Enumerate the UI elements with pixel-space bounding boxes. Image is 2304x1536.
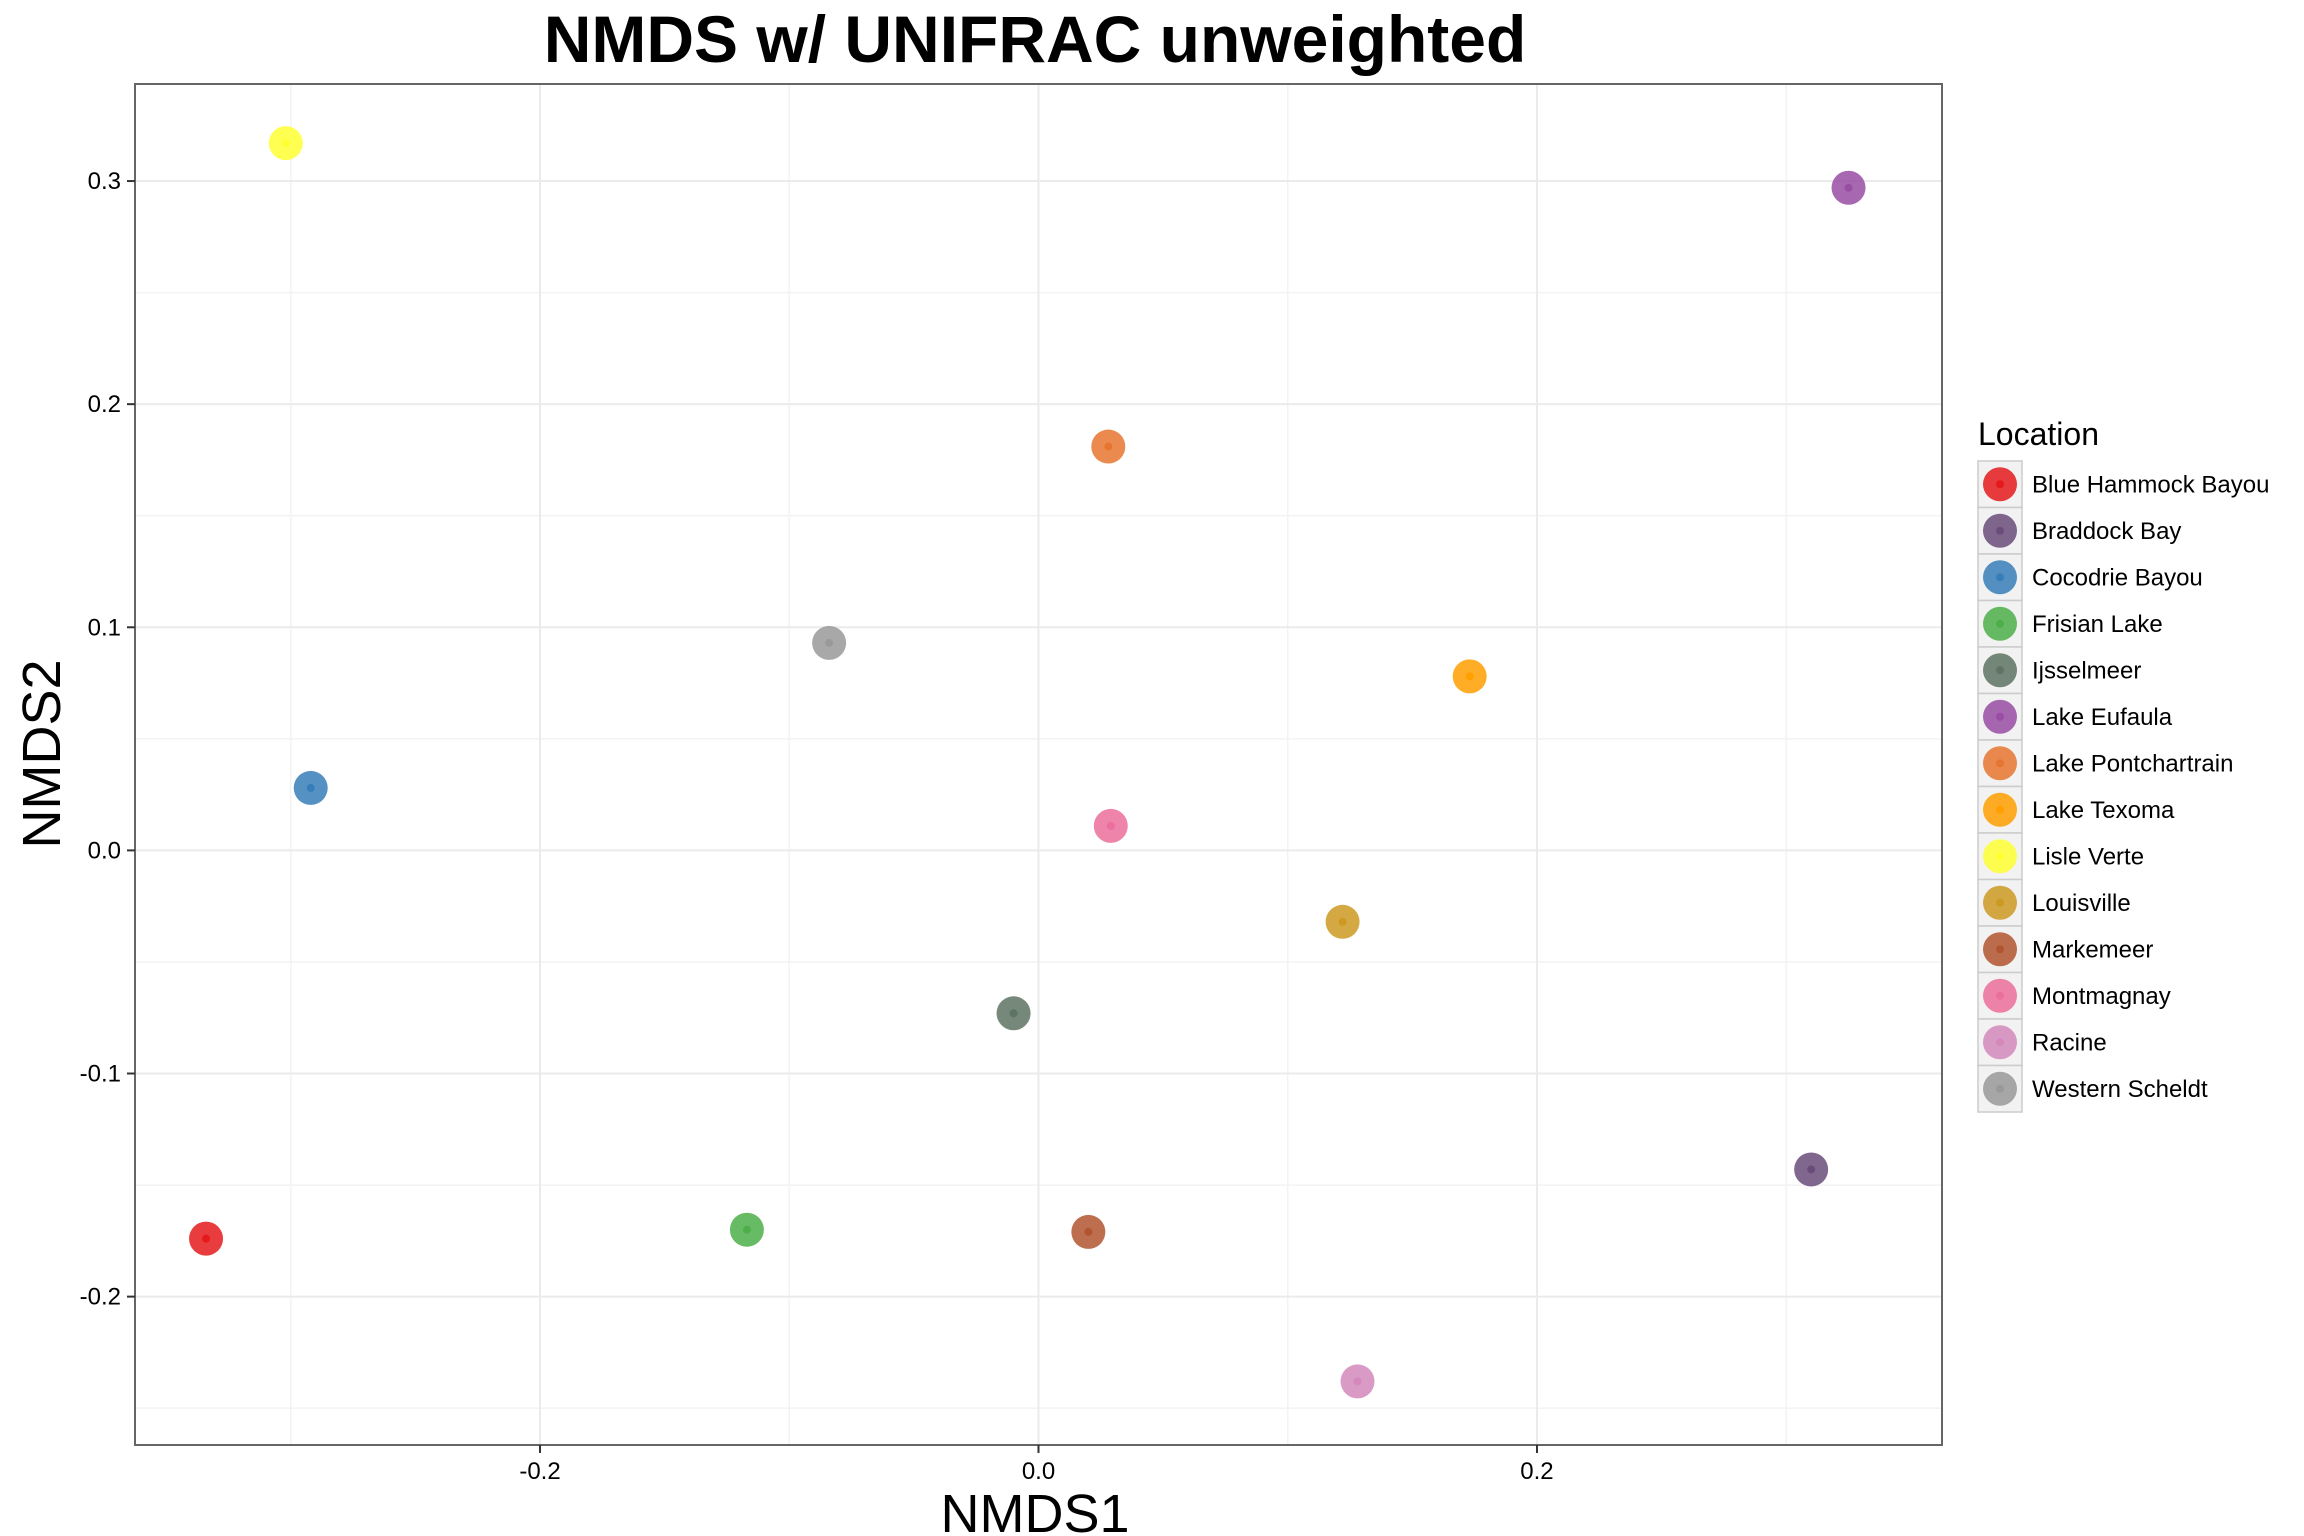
legend-label: Ijsselmeer [2032, 657, 2141, 684]
y-tick-label: 0.2 [88, 391, 121, 418]
y-tick-label: -0.1 [80, 1061, 121, 1088]
legend-label: Lake Pontchartrain [2032, 750, 2233, 777]
data-point [812, 625, 847, 660]
legend-title: Location [1978, 416, 2099, 452]
legend-item: Frisian Lake [1977, 599, 2163, 648]
legend-label: Lake Eufaula [2032, 704, 2173, 731]
legend-label: Racine [2032, 1029, 2107, 1056]
data-point [1831, 170, 1866, 205]
x-axis-title: NMDS1 [940, 1484, 1129, 1536]
legend-label: Cocodrie Bayou [2032, 564, 2203, 591]
data-point [1452, 659, 1487, 694]
x-tick-label: -0.2 [519, 1458, 560, 1485]
legend-label: Montmagnay [2032, 983, 2171, 1010]
legend-item: Lake Eufaula [1977, 692, 2173, 741]
data-point [1325, 904, 1360, 939]
legend-item: Montmagnay [1977, 971, 2171, 1020]
grid [135, 84, 1942, 1445]
legend-label: Lisle Verte [2032, 843, 2144, 870]
data-point [1071, 1214, 1106, 1249]
legend-item: Racine [1977, 1018, 2107, 1067]
legend-label: Lake Texoma [2032, 797, 2175, 824]
y-tick-label: -0.2 [80, 1284, 121, 1311]
legend: Location Blue Hammock Bayou Braddock Bay C… [1977, 416, 2269, 1113]
legend-item: Lake Texoma [1977, 785, 2175, 834]
legend-label: Western Scheldt [2032, 1076, 2208, 1103]
x-tick-label: 0.2 [1520, 1458, 1553, 1485]
data-point [189, 1221, 224, 1256]
legend-label: Braddock Bay [2032, 518, 2181, 545]
data-point [729, 1212, 764, 1247]
points [189, 126, 1866, 1399]
legend-item: Ijsselmeer [1977, 646, 2141, 695]
data-point [1794, 1152, 1829, 1187]
legend-label: Frisian Lake [2032, 611, 2163, 638]
x-tick-label: 0.0 [1022, 1458, 1055, 1485]
y-tick-label: 0.1 [88, 614, 121, 641]
y-tick-label: 0.0 [88, 837, 121, 864]
legend-item: Markemeer [1977, 925, 2153, 974]
data-point [1091, 429, 1126, 464]
legend-item: Lake Pontchartrain [1977, 739, 2233, 788]
legend-item: Western Scheldt [1977, 1064, 2208, 1113]
legend-item: Braddock Bay [1977, 506, 2181, 555]
legend-label: Blue Hammock Bayou [2032, 471, 2269, 498]
legend-item: Louisville [1977, 878, 2131, 927]
legend-item: Blue Hammock Bayou [1977, 460, 2269, 509]
chart-title: NMDS w/ UNIFRAC unweighted [544, 2, 1527, 76]
data-point [1340, 1364, 1375, 1399]
data-point [293, 770, 328, 805]
data-point [1093, 808, 1128, 843]
legend-label: Markemeer [2032, 936, 2153, 963]
data-point [996, 996, 1031, 1031]
legend-label: Louisville [2032, 890, 2131, 917]
data-point [268, 126, 303, 161]
y-axis-title: NMDS2 [12, 659, 72, 848]
legend-item: Cocodrie Bayou [1977, 553, 2203, 602]
legend-item: Lisle Verte [1977, 832, 2144, 881]
y-tick-label: 0.3 [88, 168, 121, 195]
axes: -0.2 0.0 0.2 -0.2 -0.1 0.0 0.1 0.2 0.3 [80, 168, 1554, 1485]
